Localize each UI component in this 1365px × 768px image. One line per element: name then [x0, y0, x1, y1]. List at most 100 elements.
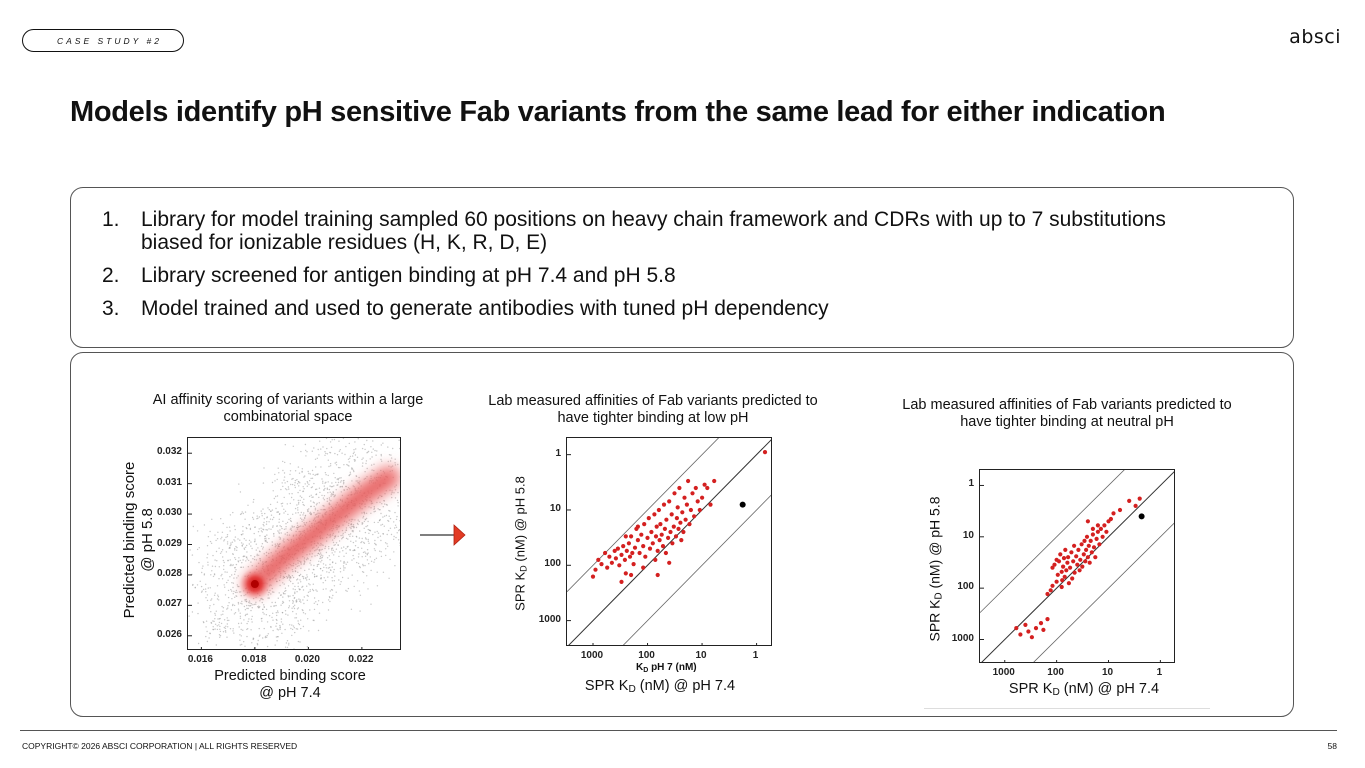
chart3-ref-line-1 — [1033, 522, 1174, 662]
chart2-point — [637, 550, 642, 556]
chart2-point — [702, 482, 707, 487]
chart3-point — [1102, 523, 1107, 528]
chart2-point — [619, 579, 624, 584]
chart2-point — [652, 512, 657, 517]
chart3-point — [1117, 507, 1123, 513]
chart2-point — [649, 529, 654, 535]
chart2-point — [697, 507, 702, 513]
summary-item-3: 3. Model trained and used to generate ant… — [102, 297, 1202, 320]
chart1-ylabel-line2: @ pH 5.8 — [139, 508, 156, 572]
chart3-point — [1033, 626, 1039, 631]
chart3-point — [1041, 627, 1046, 632]
chart2-xtick-2: 10 — [695, 650, 707, 661]
chart3-point — [1091, 545, 1097, 550]
summary-item-text: Library screened for antigen binding at … — [141, 264, 676, 287]
chart3-point — [1086, 543, 1091, 548]
chart2-point — [629, 572, 634, 578]
chart3-point — [1097, 542, 1102, 547]
chart2-point — [653, 534, 659, 539]
chart2-point — [681, 529, 686, 535]
chart1-density-svg — [188, 438, 400, 649]
chart3-xtick-1: 100 — [1047, 667, 1064, 678]
chart2-point — [673, 534, 679, 539]
chart2-point — [688, 507, 693, 513]
chart2-ytick-3: 1000 — [538, 613, 561, 625]
chart3-plot-area — [979, 469, 1175, 663]
chart1-peak-core — [250, 580, 259, 589]
chart2-point — [683, 517, 688, 522]
chart3-point — [1048, 588, 1053, 593]
chart3-tick-marks — [980, 484, 1161, 662]
chart2-point — [656, 507, 661, 513]
chart2-point — [708, 502, 713, 507]
chart1-xlabel-line1: Predicted binding score — [214, 668, 366, 684]
chart3-point — [1023, 622, 1028, 627]
chart2-point — [645, 535, 650, 540]
chart2-point — [615, 546, 620, 551]
chart2-point — [659, 532, 664, 537]
chart1-xtick-3: 0.022 — [348, 654, 374, 665]
chart1-xtick-2: 0.020 — [294, 654, 320, 665]
chart3-point — [1072, 570, 1077, 575]
summary-item-1: 1. Library for model training sampled 60 … — [102, 208, 1202, 254]
chart1-ytick-1: 0.031 — [156, 476, 182, 488]
chart2-point — [629, 534, 634, 539]
page-number: 58 — [1327, 741, 1337, 751]
chart2-point — [655, 572, 660, 578]
chart2-point — [705, 485, 710, 491]
chart2-lead-point — [739, 501, 746, 508]
chart2-point — [677, 485, 682, 491]
chart3-point — [1081, 552, 1086, 557]
chart3-ylabel: SPR KD (nM) @ pH 5.8 — [926, 496, 945, 642]
chart2-point — [657, 538, 662, 543]
chart2-point — [623, 571, 628, 576]
chart3-point — [1088, 538, 1093, 543]
chart2-plot-area — [566, 437, 772, 646]
chart3-point — [1065, 560, 1070, 565]
chart2-point — [624, 548, 629, 553]
chart3-ytick-0: 1 — [968, 478, 974, 490]
chart2-point — [686, 478, 691, 484]
chart3-point — [1085, 519, 1090, 524]
chart3-point — [1029, 635, 1034, 640]
chart1-plot-area — [187, 437, 401, 650]
chart3-point — [1084, 547, 1089, 552]
chart1-ytick-3: 0.029 — [156, 537, 182, 549]
chart3-point — [1108, 516, 1113, 522]
chart2-point — [661, 502, 667, 507]
chart2-point — [603, 550, 608, 556]
chart2-point — [682, 495, 687, 500]
chart2-point — [612, 548, 617, 553]
chart2-point — [690, 491, 695, 496]
chart3-title: Lab measured affinities of Fab variants … — [902, 397, 1232, 430]
chart2-point — [632, 545, 638, 550]
chart2-point — [684, 502, 689, 507]
chart2-reference-lines — [567, 438, 771, 645]
chart3-point — [1074, 554, 1079, 559]
chart3-point — [1026, 629, 1031, 634]
chart2-ref-line-0 — [568, 439, 771, 645]
chart3-point — [1056, 559, 1062, 564]
chart2-title: Lab measured affinities of Fab variants … — [488, 393, 818, 426]
chart1-title: AI affinity scoring of variants within a… — [152, 392, 424, 425]
chart3-point — [1062, 574, 1067, 579]
chart1-xtick-1: 0.018 — [241, 654, 267, 665]
page-title: Models identify pH sensitive Fab variant… — [70, 96, 1166, 128]
chart2-point — [631, 562, 636, 567]
chart2-point — [678, 520, 683, 525]
chart2-point — [607, 554, 612, 559]
chart3-point — [1087, 560, 1092, 565]
chart2-point — [621, 544, 626, 549]
chart2-inner-xlabel: KD pH 7 (nM) — [636, 662, 697, 674]
chart2-point — [662, 526, 667, 531]
chart3-point — [1050, 565, 1055, 570]
chart2-point — [639, 532, 644, 537]
chart2-ytick-2: 100 — [544, 558, 561, 570]
chart3-point — [1093, 555, 1098, 560]
chart2-point — [619, 552, 624, 557]
chart2-point — [647, 546, 653, 551]
chart2-point — [630, 550, 635, 556]
chart2-point — [676, 526, 681, 531]
chart3-underline — [924, 708, 1210, 709]
chart3-point — [1071, 559, 1076, 564]
